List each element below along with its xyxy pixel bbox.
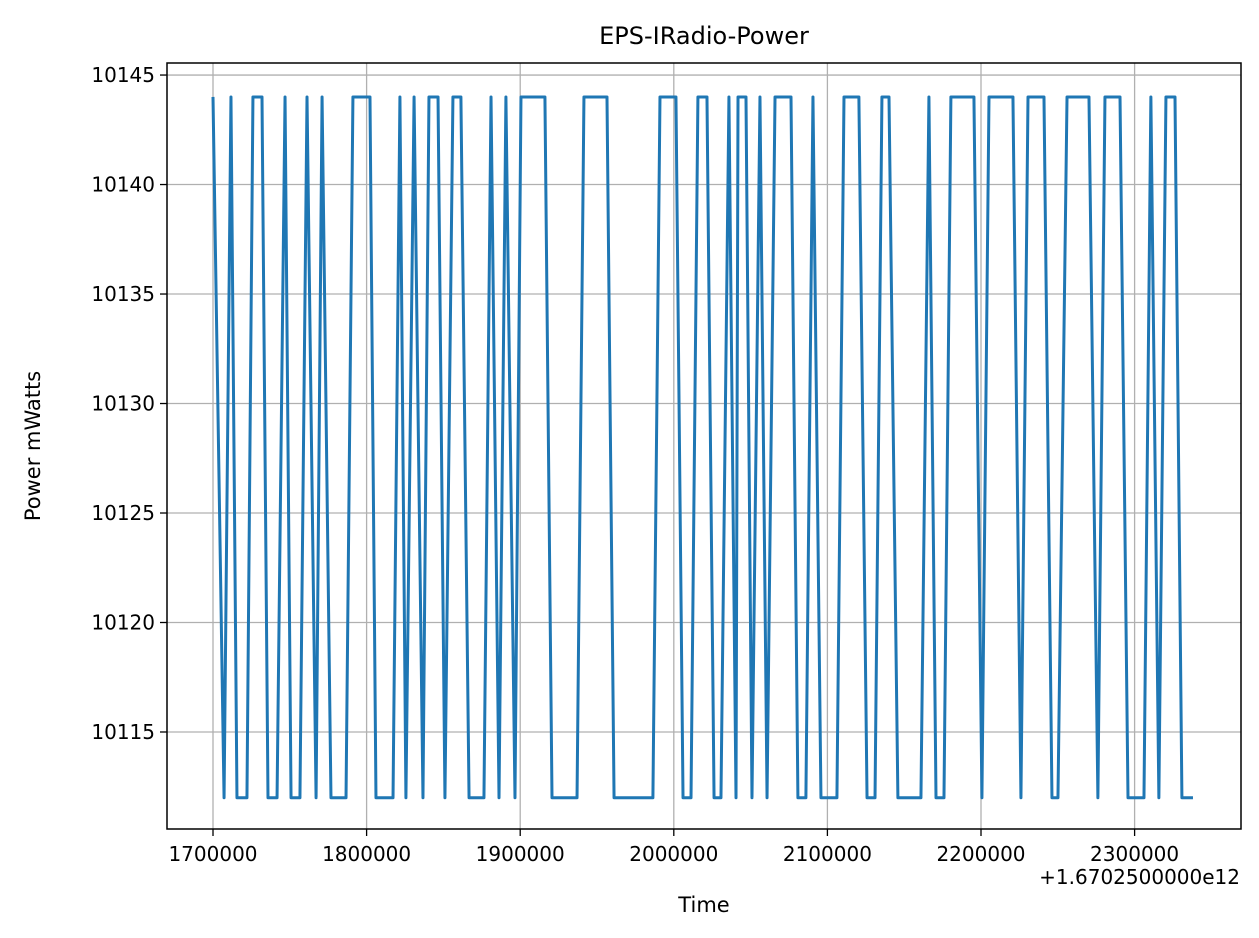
y-tick-label: 10120 [91, 610, 155, 634]
y-tick-label: 10135 [91, 282, 155, 306]
x-tick-label: 2100000 [783, 842, 872, 866]
y-tick-label: 10145 [91, 63, 155, 87]
y-tick-label: 10115 [91, 720, 155, 744]
chart-title: EPS-IRadio-Power [599, 22, 809, 50]
x-tick-label: 2300000 [1090, 842, 1179, 866]
y-tick-label: 10130 [91, 392, 155, 416]
x-tick-label: 2000000 [629, 842, 718, 866]
x-axis-label: Time [677, 893, 729, 917]
x-offset-text: +1.6702500000e12 [1039, 865, 1240, 889]
x-tick-label: 2200000 [936, 842, 1025, 866]
data-line [211, 95, 1193, 800]
y-tick-label: 10140 [91, 173, 155, 197]
y-tick-label: 10125 [91, 501, 155, 525]
x-tick-label: 1900000 [476, 842, 565, 866]
plot-frame [166, 62, 1242, 830]
x-tick-label: 1700000 [168, 842, 257, 866]
x-tick-label: 1800000 [322, 842, 411, 866]
y-axis-label: Power mWatts [21, 371, 45, 521]
